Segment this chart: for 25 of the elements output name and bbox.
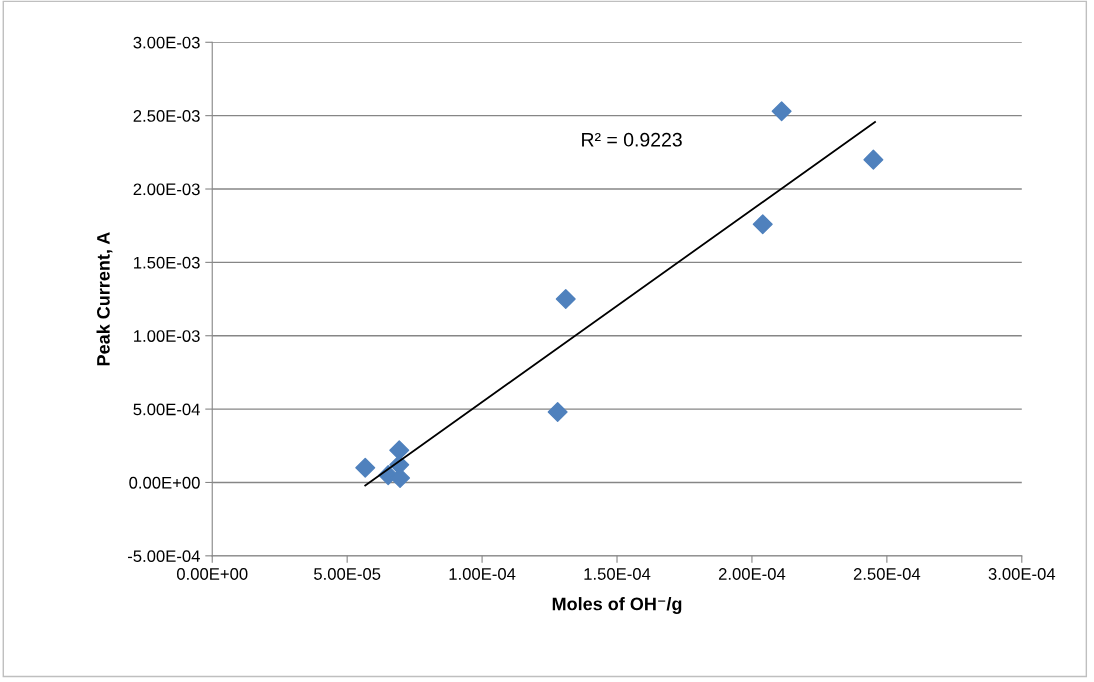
point [547, 402, 568, 423]
y-tick-label: 0.00E+00 [129, 476, 200, 489]
point [555, 289, 576, 310]
y-tick-label: 5.00E-04 [133, 403, 200, 416]
point [771, 101, 792, 122]
y-tick-label: 2.50E-03 [133, 110, 200, 122]
y-tick-label: 2.00E-03 [133, 183, 200, 196]
x-tick-label: 3.00E-04 [988, 568, 1056, 580]
y-axis-title: Peak Current, A [96, 232, 113, 366]
y-tick-label: -5.00E-04 [127, 550, 200, 563]
y-tick-label: 1.00E-03 [134, 330, 200, 342]
point [390, 468, 411, 489]
x-tick-label: 5.00E-05 [314, 568, 381, 580]
point [863, 149, 884, 170]
x-tick-label: 2.00E-04 [718, 568, 786, 580]
point [355, 457, 376, 478]
x-axis-title: Moles of OH⁻/g [552, 597, 682, 614]
y-tick-label: 3.00E-03 [133, 36, 200, 49]
y-tick-label: 1.50E-03 [134, 256, 200, 269]
x-tick-label: 1.50E-04 [584, 568, 651, 580]
x-tick-label: 0.00E+00 [176, 568, 248, 580]
annotation: R² = 0.9223 [582, 132, 682, 147]
x-tick-label: 2.50E-04 [853, 568, 921, 580]
x-tick-label: 1.00E-04 [449, 568, 516, 580]
point [752, 214, 773, 235]
